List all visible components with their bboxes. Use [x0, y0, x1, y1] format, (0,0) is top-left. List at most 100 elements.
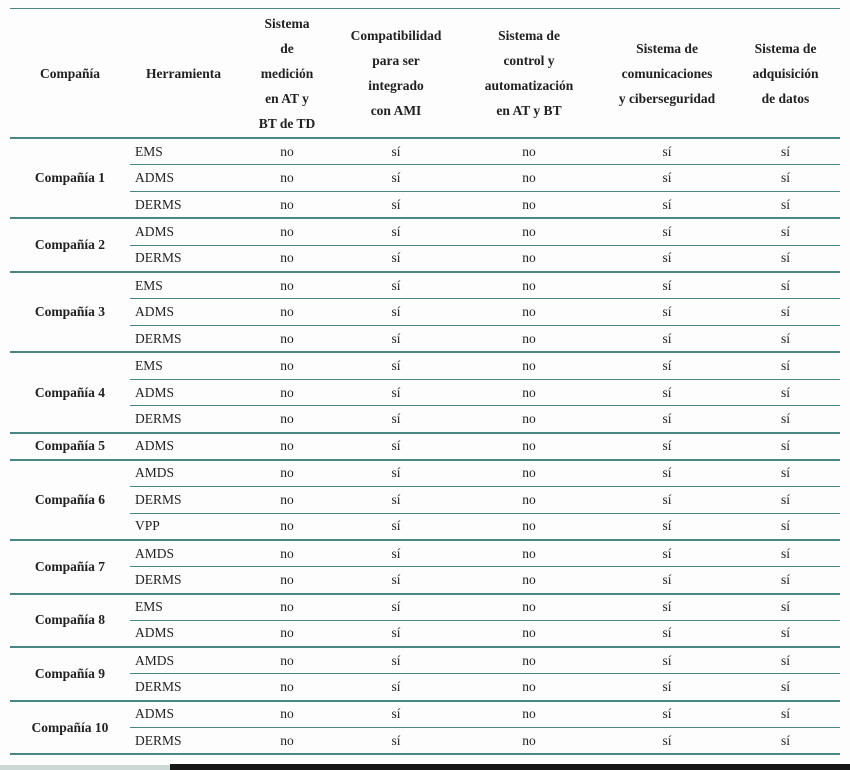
- value-cell: sí: [603, 431, 731, 460]
- company-cell: Compañía 9: [10, 646, 130, 701]
- value-cell: no: [455, 217, 603, 246]
- bottom-crop-strip: [0, 763, 850, 770]
- tool-cell: EMS: [130, 270, 237, 299]
- tool-cell: ADMS: [130, 164, 237, 192]
- value-cell: no: [455, 538, 603, 567]
- value-cell: sí: [337, 325, 455, 353]
- value-cell: sí: [731, 727, 840, 755]
- value-cell: sí: [337, 244, 455, 272]
- value-cell: sí: [337, 351, 455, 380]
- table-row: Compañía 7 AMDS no sí no sí sí: [10, 538, 840, 594]
- value-cell: no: [237, 351, 337, 380]
- table-row: Compañía 2 ADMS no sí no sí sí: [10, 217, 840, 272]
- value-cell: no: [455, 619, 603, 648]
- tool-cell: DERMS: [130, 325, 237, 353]
- value-cell: sí: [337, 217, 455, 246]
- value-cell: sí: [337, 378, 455, 406]
- value-cell: sí: [337, 485, 455, 514]
- value-cell: sí: [603, 378, 731, 406]
- column-header-ami: Compatibilidad para ser integrado con AM…: [337, 8, 455, 139]
- table-header: Compañía Herramienta Sistema de medición e…: [10, 8, 840, 139]
- value-cell: sí: [337, 458, 455, 487]
- value-cell: no: [455, 485, 603, 514]
- table-row: Compañía 4 EMS no sí no sí sí: [10, 351, 840, 433]
- value-cell: sí: [731, 458, 840, 487]
- tool-cell: EMS: [130, 351, 237, 380]
- table-row: DERMS no sí no sí sí: [10, 727, 840, 755]
- value-cell: sí: [731, 673, 840, 701]
- value-cell: no: [455, 351, 603, 380]
- value-cell: sí: [603, 405, 731, 433]
- company-cell: Compañía 3: [10, 270, 130, 353]
- value-cell: sí: [337, 592, 455, 621]
- table-row: DERMS no sí no sí sí: [10, 673, 840, 701]
- value-cell: sí: [603, 298, 731, 326]
- value-cell: sí: [337, 727, 455, 755]
- company-cell: Compañía 1: [10, 136, 130, 219]
- value-cell: sí: [731, 431, 840, 460]
- value-cell: sí: [603, 699, 731, 728]
- tool-cell: EMS: [130, 137, 237, 165]
- value-cell: no: [455, 566, 603, 594]
- value-cell: no: [237, 298, 337, 326]
- value-cell: no: [237, 727, 337, 755]
- value-cell: sí: [603, 351, 731, 380]
- value-cell: no: [237, 217, 337, 246]
- value-cell: no: [455, 431, 603, 460]
- compatibility-table: Compañía Herramienta Sistema de medición e…: [10, 8, 840, 756]
- table-row: DERMS no sí no sí sí: [10, 244, 840, 272]
- header-row: Compañía Herramienta Sistema de medición e…: [10, 8, 840, 139]
- value-cell: no: [237, 378, 337, 406]
- table-row: Compañía 5 ADMS no sí no sí sí: [10, 431, 840, 460]
- value-cell: no: [237, 485, 337, 514]
- value-cell: no: [455, 727, 603, 755]
- company-cell: Compañía 6: [10, 458, 130, 540]
- value-cell: sí: [731, 699, 840, 728]
- tool-cell: ADMS: [130, 217, 237, 246]
- tool-cell: DERMS: [130, 673, 237, 701]
- table-row: DERMS no sí no sí sí: [10, 485, 840, 514]
- tool-cell: ADMS: [130, 431, 237, 460]
- value-cell: sí: [337, 164, 455, 192]
- value-cell: sí: [731, 325, 840, 353]
- value-cell: no: [237, 699, 337, 728]
- table-row: ADMS no sí no sí sí: [10, 619, 840, 648]
- value-cell: no: [455, 458, 603, 487]
- value-cell: sí: [731, 191, 840, 219]
- column-header-medicion: Sistema de medición en AT y BT de TD: [237, 8, 337, 139]
- tool-cell: AMDS: [130, 458, 237, 487]
- value-cell: no: [237, 566, 337, 594]
- value-cell: sí: [731, 538, 840, 567]
- value-cell: sí: [731, 164, 840, 192]
- table-row: Compañía 10 ADMS no sí no sí sí: [10, 699, 840, 755]
- value-cell: sí: [731, 485, 840, 514]
- value-cell: sí: [603, 485, 731, 514]
- value-cell: no: [455, 137, 603, 165]
- value-cell: sí: [337, 566, 455, 594]
- tool-cell: DERMS: [130, 191, 237, 219]
- value-cell: sí: [731, 592, 840, 621]
- value-cell: sí: [731, 244, 840, 272]
- value-cell: sí: [603, 619, 731, 648]
- company-cell: Compañía 10: [10, 699, 130, 755]
- company-cell: Compañía 7: [10, 538, 130, 594]
- value-cell: no: [237, 137, 337, 165]
- tool-cell: DERMS: [130, 244, 237, 272]
- value-cell: sí: [603, 137, 731, 165]
- table-row: Compañía 1 EMS no sí no sí sí: [10, 136, 840, 219]
- tool-cell: DERMS: [130, 566, 237, 594]
- value-cell: sí: [603, 592, 731, 621]
- value-cell: no: [237, 592, 337, 621]
- table-row: DERMS no sí no sí sí: [10, 325, 840, 353]
- value-cell: no: [455, 378, 603, 406]
- value-cell: sí: [337, 298, 455, 326]
- value-cell: sí: [731, 405, 840, 433]
- value-cell: no: [455, 646, 603, 674]
- table-row: ADMS no sí no sí sí: [10, 378, 840, 406]
- value-cell: sí: [603, 673, 731, 701]
- value-cell: sí: [337, 405, 455, 433]
- value-cell: no: [455, 673, 603, 701]
- tool-cell: ADMS: [130, 699, 237, 728]
- table-row: DERMS no sí no sí sí: [10, 405, 840, 433]
- value-cell: sí: [731, 619, 840, 648]
